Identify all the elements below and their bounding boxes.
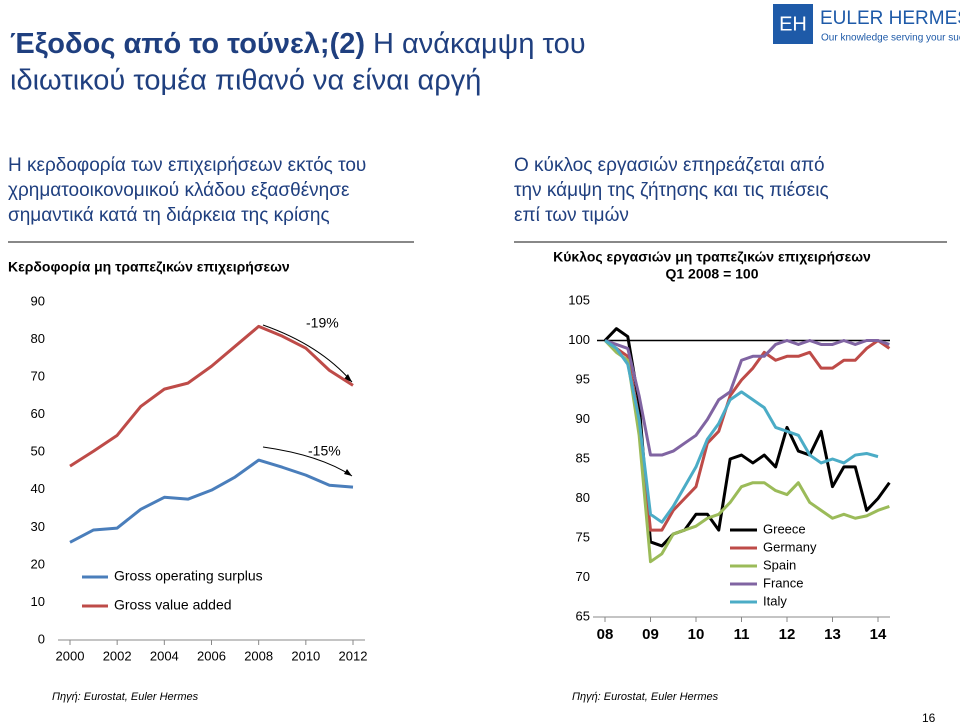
legend-label: Germany	[763, 539, 817, 554]
arrow	[262, 324, 353, 383]
x-tick-label: 13	[824, 626, 841, 643]
y-tick-label: 20	[31, 556, 45, 571]
title-rest: Η ανάκαμψη του	[373, 28, 586, 60]
legend-label: France	[763, 575, 803, 590]
x-tick-label: 14	[870, 626, 887, 643]
chart-title: Q1 2008 = 100	[665, 266, 758, 282]
y-tick-label: 30	[31, 519, 45, 534]
x-tick-label: 09	[642, 626, 659, 643]
x-tick-label: 10	[688, 626, 705, 643]
chart-heading: επί των τιμών	[514, 205, 629, 226]
annotation: -15%	[308, 443, 341, 459]
legend-label: Spain	[763, 557, 796, 572]
legend-label: Greece	[763, 521, 806, 536]
series-line	[603, 339, 890, 564]
y-tick-label: 70	[31, 369, 45, 384]
chart-heading: σημαντικά κατά τη διάρκεια της κρίσης	[8, 205, 330, 226]
y-tick-label: 90	[576, 411, 590, 426]
slide-title: Έξοδος από το τούνελ;(2) Η ανάκαμψη του	[10, 28, 586, 60]
legend-label: Gross value added	[114, 597, 232, 613]
logo-tagline: Our knowledge serving your success	[821, 33, 960, 44]
legend-label: Gross operating surplus	[114, 568, 263, 584]
y-tick-label: 40	[31, 481, 45, 496]
x-tick-label: 2004	[150, 648, 179, 663]
y-tick-label: 80	[576, 490, 590, 505]
chart-heading: Ο κύκλος εργασιών επηρεάζεται από	[514, 155, 825, 176]
y-tick-label: 0	[38, 631, 45, 646]
y-tick-label: 100	[568, 332, 590, 347]
x-tick-label: 08	[597, 626, 614, 643]
chart-title: Κύκλος εργασιών μη τραπεζικών επιχειρήσε…	[553, 249, 871, 265]
annotation: -19%	[306, 315, 339, 331]
x-tick-label: 11	[734, 626, 750, 643]
y-tick-label: 95	[576, 371, 590, 386]
series-line	[604, 339, 891, 532]
chart-title: Κερδοφορία μη τραπεζικών επιχειρήσεων	[8, 259, 290, 275]
y-tick-label: 50	[31, 444, 45, 459]
y-tick-label: 105	[568, 292, 590, 307]
y-tick-label: 60	[31, 406, 45, 421]
series-line	[69, 324, 354, 468]
chart-heading: Η κερδοφορία των επιχειρήσεων εκτός του	[8, 155, 366, 176]
y-tick-label: 65	[576, 608, 590, 623]
x-tick-label: 2006	[197, 648, 226, 663]
source: Πηγή: Eurostat, Euler Hermes	[572, 691, 719, 703]
x-tick-label: 12	[779, 626, 796, 643]
legend-label: Italy	[763, 593, 787, 608]
chart-heading: την κάμψη της ζήτησης και τις πιέσεις	[514, 180, 829, 201]
y-tick-label: 90	[31, 293, 45, 308]
y-tick-label: 80	[31, 331, 45, 346]
page-number: 16	[922, 711, 936, 725]
x-tick-label: 2002	[103, 648, 132, 663]
x-tick-label: 2000	[56, 648, 85, 663]
series-line	[69, 458, 354, 544]
y-tick-label: 75	[576, 529, 590, 544]
logo-text: EULER HERMES	[820, 8, 960, 29]
x-tick-label: 2012	[339, 648, 368, 663]
arrowhead	[344, 469, 352, 476]
y-tick-label: 10	[31, 594, 45, 609]
title-bold: Έξοδος από το τούνελ;(2)	[10, 28, 365, 60]
series-line	[604, 339, 890, 457]
arrowhead	[344, 374, 352, 382]
slide-title-line2: ιδιωτικού τομέα πιθανό να είναι αργή	[10, 65, 481, 97]
logo-box	[773, 4, 813, 44]
y-tick-label: 85	[576, 450, 590, 465]
chart-heading: χρηματοοικονομικού κλάδου εξασθένησε	[8, 180, 350, 201]
y-tick-label: 70	[576, 569, 590, 584]
x-tick-label: 2010	[291, 648, 320, 663]
x-tick-label: 2008	[244, 648, 273, 663]
source: Πηγή: Eurostat, Euler Hermes	[52, 691, 199, 703]
series-line	[603, 327, 891, 548]
logo-mark: EH	[779, 13, 807, 35]
series-line	[604, 339, 879, 524]
